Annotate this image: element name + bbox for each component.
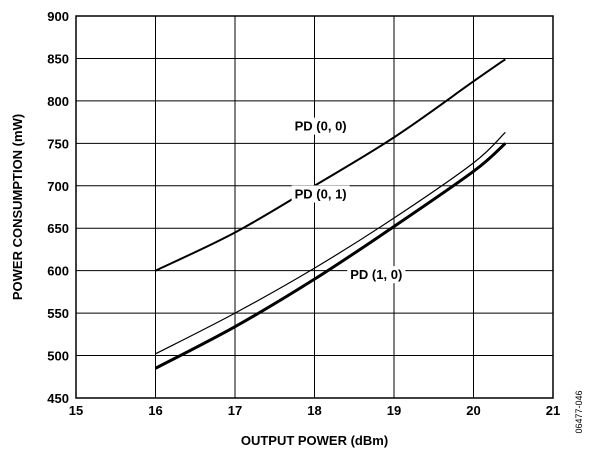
y-tick-labels: 450 500 550 600 650 700 750 800 850 900	[47, 9, 69, 406]
y-tick-label: 700	[47, 179, 69, 194]
x-tick-label: 17	[228, 403, 242, 418]
y-tick-label: 900	[47, 9, 69, 24]
series-label-bg	[347, 266, 406, 284]
y-tick-label: 500	[47, 349, 69, 364]
y-tick-label: 800	[47, 94, 69, 109]
series-lines	[154, 58, 507, 370]
x-tick-labels: 15 16 17 18 19 20 21	[69, 403, 560, 418]
y-axis-title: POWER CONSUMPTION (mW)	[10, 114, 25, 300]
y-tick-label: 450	[47, 391, 69, 406]
series-label-pd-0-1: PD (0, 1)	[295, 187, 347, 202]
series-label-pd-1-0: PD (1, 0)	[350, 267, 402, 282]
x-tick-label: 21	[546, 403, 560, 418]
series-labels: PD (0, 0) PD (0, 1) PD (1, 0)	[291, 117, 406, 284]
y-tick-label: 600	[47, 264, 69, 279]
y-tick-label: 750	[47, 136, 69, 151]
plot-frame	[75, 15, 554, 399]
series-label-bg	[291, 117, 350, 135]
x-tick-label: 18	[307, 403, 321, 418]
x-axis-title: OUTPUT POWER (dBm)	[241, 433, 388, 448]
series-line-pd-1-0	[154, 142, 507, 370]
x-tick-label: 19	[387, 403, 401, 418]
grid	[76, 16, 553, 398]
x-tick-label: 16	[148, 403, 162, 418]
x-tick-label: 20	[466, 403, 480, 418]
series-label-pd-0-0: PD (0, 0)	[295, 119, 347, 134]
series-label-bg	[291, 185, 350, 203]
series-line-pd-0-0	[155, 58, 506, 272]
y-tick-label: 650	[47, 221, 69, 236]
x-tick-label: 15	[69, 403, 83, 418]
y-tick-label: 550	[47, 306, 69, 321]
y-tick-label: 850	[47, 51, 69, 66]
series-line-pd-0-1	[155, 131, 506, 355]
figure-id: 06477-046	[574, 390, 584, 433]
